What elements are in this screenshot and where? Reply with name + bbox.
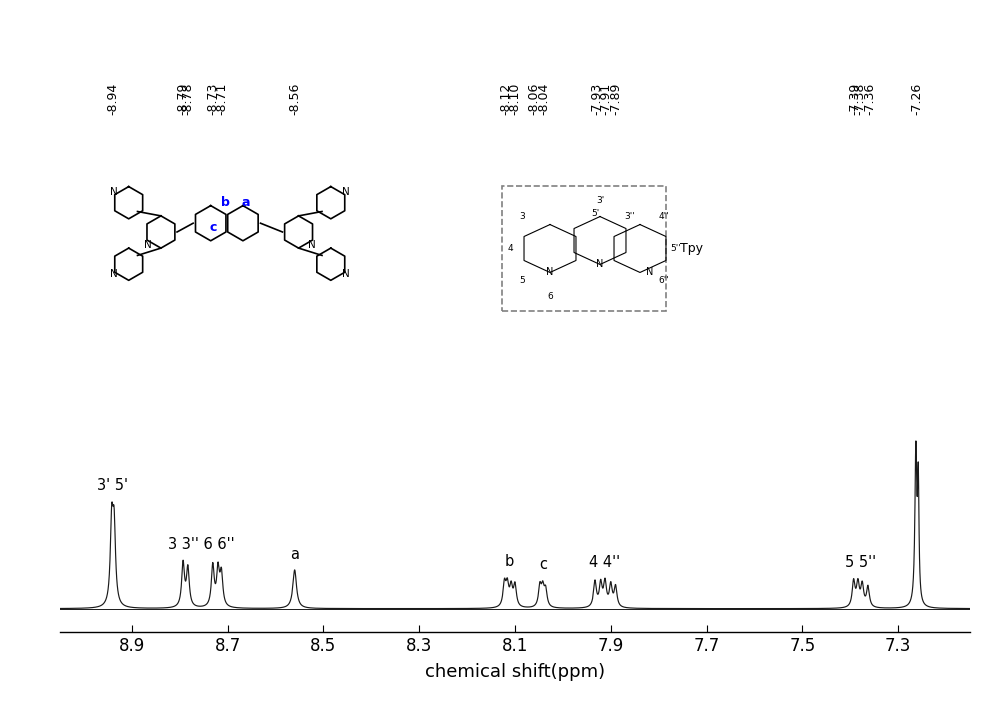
Bar [502,186,666,311]
Text: N: N [110,270,118,280]
Text: 4'': 4'' [659,212,669,221]
Text: 4 4'': 4 4'' [589,555,621,569]
Text: -7.93: -7.93 [590,83,603,115]
Text: 5'': 5'' [671,244,681,253]
Text: N: N [342,270,349,280]
Text: -8.04: -8.04 [537,83,550,115]
Text: N: N [308,240,316,250]
Text: N: N [546,268,554,278]
Text: -8.56: -8.56 [288,83,301,115]
Text: 5 5'': 5 5'' [845,555,876,570]
Text: -8.12: -8.12 [499,83,512,115]
Text: -8.06: -8.06 [528,83,541,115]
Text: b: b [221,196,230,209]
Text: 3': 3' [596,196,604,205]
Text: N: N [342,187,349,197]
Text: -7.39: -7.39 [849,83,862,115]
Text: N: N [110,187,118,197]
Text: -8.10: -8.10 [509,83,522,115]
Text: 5: 5 [519,276,525,285]
X-axis label: chemical shift(ppm): chemical shift(ppm) [425,663,605,681]
Text: N: N [596,259,604,270]
Text: -7.38: -7.38 [853,83,866,115]
Text: c: c [210,221,217,234]
Text: Tpy: Tpy [680,242,703,255]
Text: a: a [290,547,299,562]
Text: b: b [505,555,514,569]
Text: c: c [539,557,547,572]
Text: 6: 6 [547,292,553,301]
Text: 6'': 6'' [659,276,669,285]
Text: 5': 5' [592,209,600,218]
Text: 3' 5': 3' 5' [97,479,128,493]
Text: 3'': 3'' [625,212,635,221]
Text: -8.71: -8.71 [215,83,228,115]
Text: 3 3'' 6 6'': 3 3'' 6 6'' [168,537,235,552]
Text: -8.73: -8.73 [206,83,219,115]
Text: -8.78: -8.78 [182,82,195,115]
Text: -8.94: -8.94 [106,83,119,115]
Text: N: N [646,268,654,278]
Text: -8.79: -8.79 [177,83,190,115]
Text: a: a [242,196,250,209]
Text: -7.26: -7.26 [911,83,924,115]
Text: N: N [144,240,152,250]
Text: 3: 3 [519,212,525,221]
Text: -7.89: -7.89 [609,83,622,115]
Text: -7.91: -7.91 [600,83,613,115]
Text: 4: 4 [507,244,513,253]
Text: -7.36: -7.36 [863,83,876,115]
